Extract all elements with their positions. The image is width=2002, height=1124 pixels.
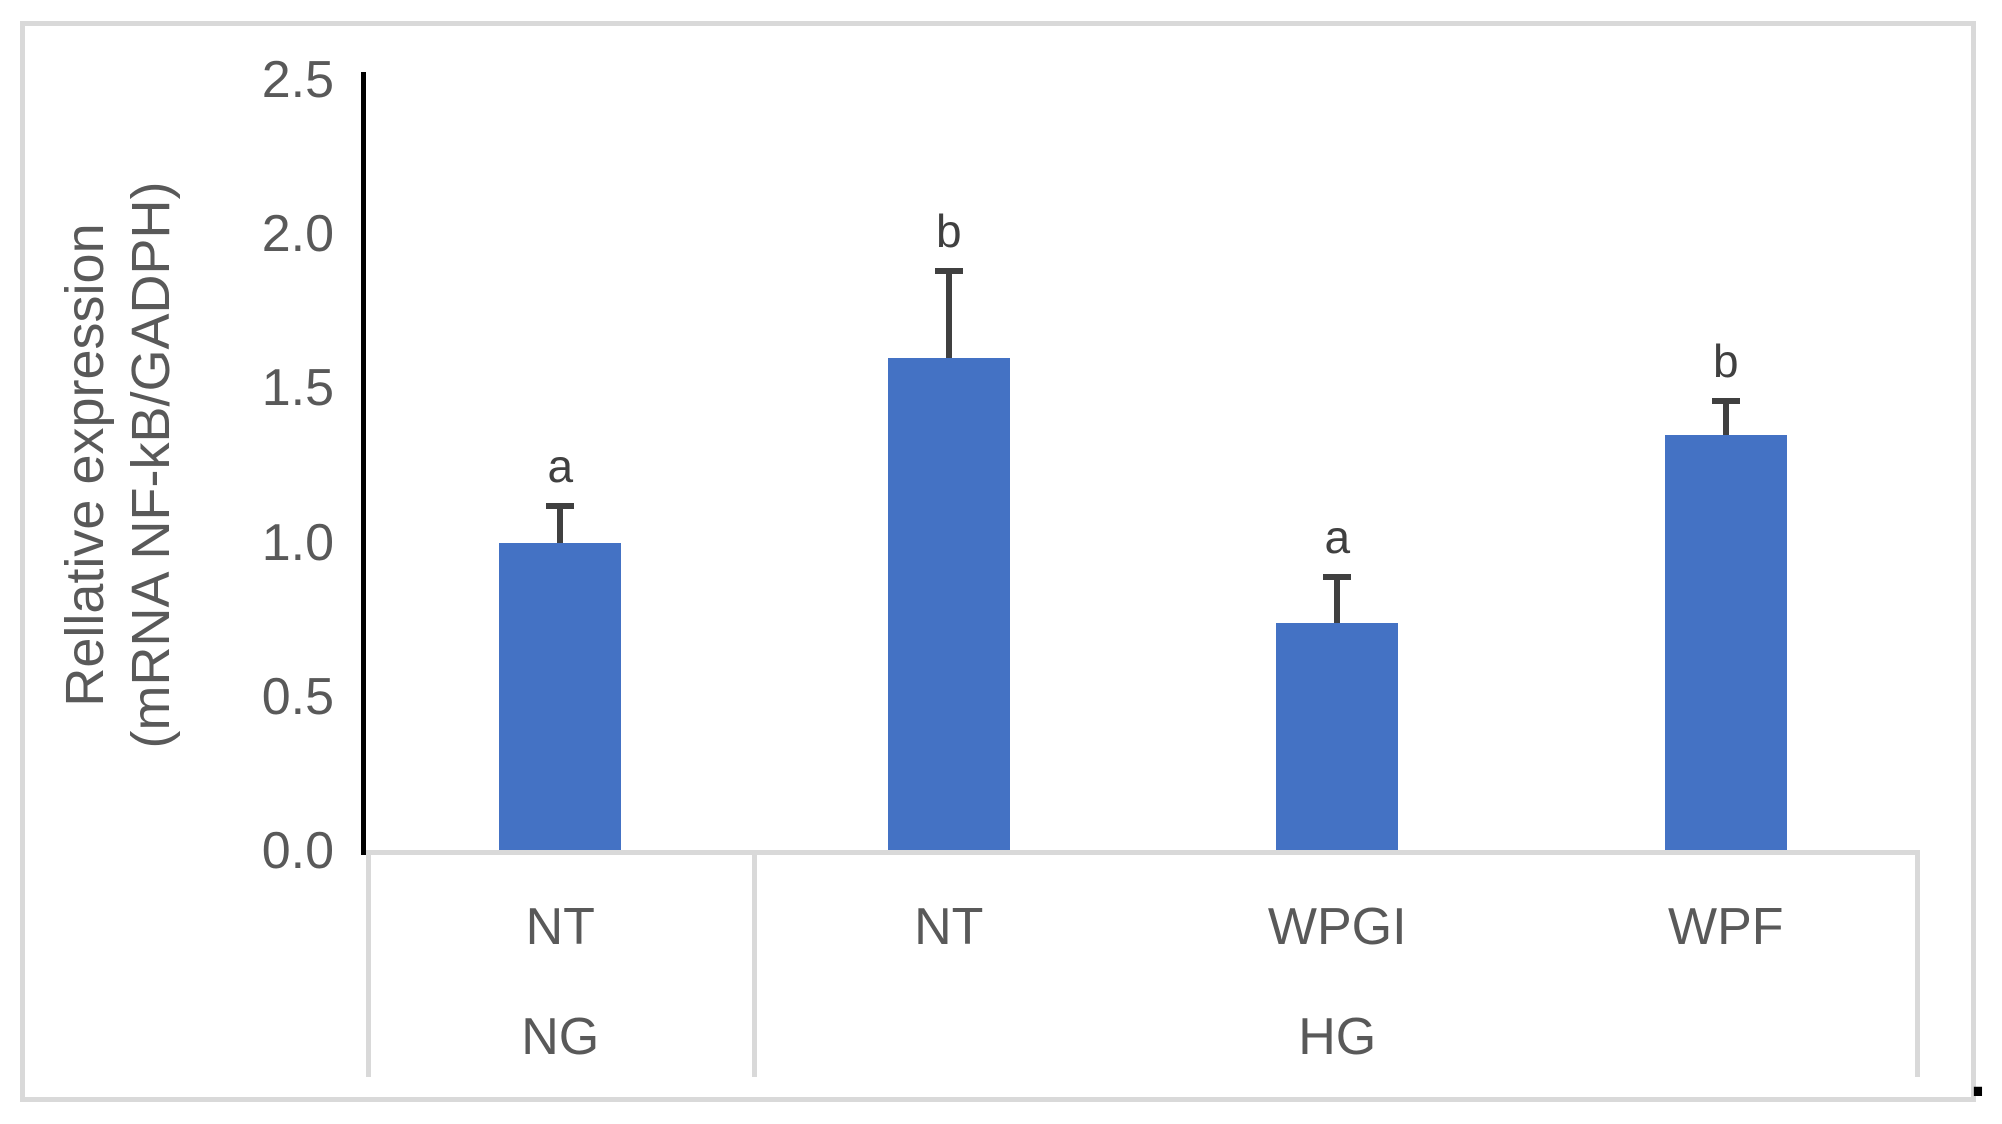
y-axis-tick-label: 0.5 xyxy=(261,667,334,726)
y-axis-title: Rellative expression (mRNA NF-kB/GADPH) xyxy=(52,182,184,749)
x-axis-baseline xyxy=(366,850,1920,855)
bar-nt-1 xyxy=(887,357,1010,851)
error-bar-cap xyxy=(934,268,963,275)
category-label: NT xyxy=(914,898,984,956)
y-axis-tick-label: 0.0 xyxy=(261,822,334,880)
error-bar-cap xyxy=(546,502,575,509)
error-bar-cap xyxy=(1323,573,1352,580)
bar-wpgi-2 xyxy=(1276,622,1399,851)
error-bar-stem xyxy=(557,505,564,543)
error-bar-cap xyxy=(1711,397,1740,404)
table-group-divider xyxy=(752,850,757,1077)
error-bar-stem xyxy=(1334,576,1341,623)
significance-letter: a xyxy=(1324,510,1351,563)
bar-nt-0 xyxy=(499,542,622,851)
category-label: WPGI xyxy=(1267,898,1407,956)
y-axis-tick-label: 2.0 xyxy=(261,205,334,264)
significance-letter: b xyxy=(935,205,962,258)
category-label: NT xyxy=(525,898,595,956)
y-axis-tick-label: 1.0 xyxy=(261,513,334,572)
group-label-ng: NG xyxy=(521,1008,600,1066)
group-label-hg: HG xyxy=(1298,1008,1377,1066)
significance-letter: b xyxy=(1712,334,1739,387)
y-axis-title-line-1: Rellative expression xyxy=(55,223,115,707)
figure-border xyxy=(20,21,1976,1102)
table-right-border xyxy=(1915,850,1920,1077)
error-bar-stem xyxy=(945,271,952,358)
caption-period: . xyxy=(1966,1019,1990,1115)
y-axis-tick-label: 2.5 xyxy=(261,51,334,109)
y-axis-title-line-2: (mRNA NF-kB/GADPH) xyxy=(121,181,181,749)
table-left-border xyxy=(366,850,371,1077)
bar-wpf-3 xyxy=(1664,434,1787,851)
y-axis-tick-label: 1.5 xyxy=(261,359,334,418)
significance-letter: a xyxy=(547,439,574,492)
y-axis-line xyxy=(361,72,366,855)
category-label: WPF xyxy=(1667,898,1784,956)
error-bar-stem xyxy=(1722,400,1729,435)
